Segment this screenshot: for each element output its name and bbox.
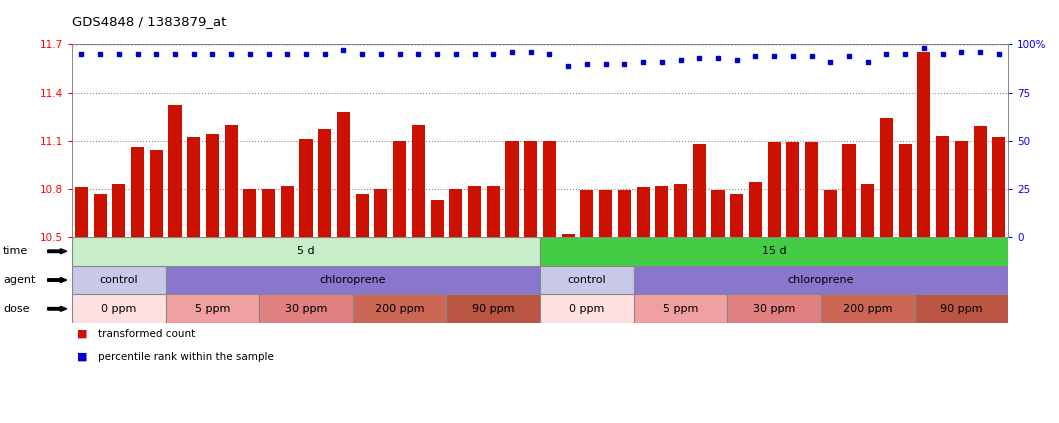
- Bar: [693, 144, 705, 237]
- Bar: [505, 140, 519, 237]
- Text: control: control: [100, 275, 138, 285]
- Bar: [393, 140, 407, 237]
- Bar: [786, 142, 800, 237]
- Bar: [656, 186, 668, 237]
- Text: 90 ppm: 90 ppm: [940, 304, 983, 314]
- Text: ■: ■: [77, 329, 88, 339]
- Text: GDS4848 / 1383879_at: GDS4848 / 1383879_at: [72, 15, 227, 28]
- Bar: [992, 137, 1005, 237]
- Text: chloroprene: chloroprene: [320, 275, 387, 285]
- Text: 200 ppm: 200 ppm: [375, 304, 425, 314]
- Bar: [861, 184, 875, 237]
- Bar: [730, 194, 743, 237]
- Bar: [356, 194, 369, 237]
- Text: percentile rank within the sample: percentile rank within the sample: [98, 352, 274, 362]
- Bar: [225, 125, 237, 237]
- Bar: [149, 150, 163, 237]
- Text: 0 ppm: 0 ppm: [101, 304, 137, 314]
- Bar: [524, 140, 537, 237]
- Text: 90 ppm: 90 ppm: [472, 304, 515, 314]
- Bar: [540, 266, 633, 294]
- Bar: [973, 126, 987, 237]
- Bar: [318, 129, 331, 237]
- Text: control: control: [568, 275, 606, 285]
- Bar: [561, 233, 575, 237]
- Bar: [487, 186, 500, 237]
- Text: 5 ppm: 5 ppm: [663, 304, 698, 314]
- Text: transformed count: transformed count: [98, 329, 196, 339]
- Bar: [915, 294, 1008, 323]
- Bar: [580, 190, 593, 237]
- Bar: [353, 294, 447, 323]
- Bar: [824, 190, 837, 237]
- Text: 5 d: 5 d: [298, 246, 315, 256]
- Bar: [72, 294, 165, 323]
- Bar: [749, 182, 762, 237]
- Bar: [599, 190, 612, 237]
- Text: 15 d: 15 d: [761, 246, 787, 256]
- Bar: [821, 294, 915, 323]
- Bar: [259, 294, 353, 323]
- Text: 5 ppm: 5 ppm: [195, 304, 230, 314]
- Bar: [431, 200, 444, 237]
- Text: chloroprene: chloroprene: [788, 275, 855, 285]
- Bar: [636, 187, 649, 237]
- Bar: [712, 190, 724, 237]
- Bar: [205, 134, 219, 237]
- Text: dose: dose: [3, 304, 30, 314]
- Bar: [165, 266, 540, 294]
- Bar: [633, 294, 728, 323]
- Text: 0 ppm: 0 ppm: [569, 304, 605, 314]
- Bar: [168, 105, 181, 237]
- Bar: [633, 266, 1008, 294]
- Bar: [75, 187, 88, 237]
- Bar: [244, 189, 256, 237]
- Bar: [412, 125, 425, 237]
- Bar: [449, 189, 463, 237]
- Bar: [843, 144, 856, 237]
- Bar: [955, 140, 968, 237]
- Text: agent: agent: [3, 275, 36, 285]
- Bar: [112, 184, 125, 237]
- Bar: [540, 294, 633, 323]
- Text: ■: ■: [77, 352, 88, 362]
- Bar: [93, 194, 107, 237]
- Text: time: time: [3, 246, 29, 256]
- Bar: [165, 294, 259, 323]
- Text: 200 ppm: 200 ppm: [843, 304, 893, 314]
- Bar: [375, 189, 388, 237]
- Bar: [768, 142, 780, 237]
- Bar: [300, 139, 312, 237]
- Bar: [728, 294, 821, 323]
- Bar: [72, 266, 165, 294]
- Text: 30 ppm: 30 ppm: [285, 304, 327, 314]
- Bar: [805, 142, 819, 237]
- Text: 30 ppm: 30 ppm: [753, 304, 795, 314]
- Bar: [880, 118, 893, 237]
- Bar: [936, 136, 949, 237]
- Bar: [337, 112, 351, 237]
- Bar: [131, 147, 144, 237]
- Bar: [262, 189, 275, 237]
- Bar: [187, 137, 200, 237]
- Bar: [917, 52, 931, 237]
- Bar: [468, 186, 481, 237]
- Bar: [617, 190, 631, 237]
- Bar: [281, 186, 294, 237]
- Bar: [543, 140, 556, 237]
- Bar: [447, 294, 540, 323]
- Bar: [72, 237, 540, 266]
- Bar: [899, 144, 912, 237]
- Bar: [674, 184, 687, 237]
- Bar: [540, 237, 1008, 266]
